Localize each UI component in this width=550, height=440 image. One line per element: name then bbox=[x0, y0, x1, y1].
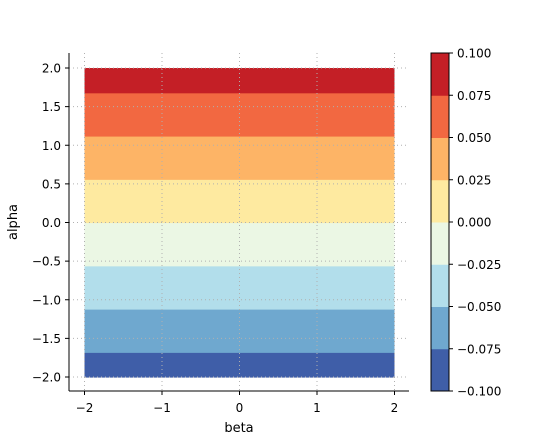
y-axis-ticks: 2.0 1.5 1.0 0.5 0.0 −0.5 −1.0 −1.5 −2.0 bbox=[32, 62, 69, 385]
colorbar-tick-label-5: 0.025 bbox=[457, 173, 491, 187]
colorbar-segment-2 bbox=[431, 264, 449, 307]
y-tick-label-2: 1.0 bbox=[42, 139, 61, 153]
colorbar: −0.100 −0.075 −0.050 −0.025 0.000 0.025 0.050 0… bbox=[430, 47, 501, 399]
y-axis-label: alpha bbox=[6, 204, 21, 240]
x-tick-label-2: 0 bbox=[236, 401, 244, 415]
contour-bands bbox=[84, 68, 395, 378]
colorbar-segment-4 bbox=[431, 179, 449, 223]
contour-band-1 bbox=[84, 309, 395, 353]
y-tick-label-5: −0.5 bbox=[32, 255, 61, 269]
colorbar-tick-label-7: 0.075 bbox=[457, 89, 491, 103]
colorbar-tick-label-1: −0.075 bbox=[457, 342, 501, 356]
x-axis-ticks: −2 −1 0 1 2 bbox=[76, 391, 399, 415]
colorbar-segment-1 bbox=[431, 306, 449, 350]
colorbar-segment-6 bbox=[431, 95, 449, 138]
colorbar-tick-label-6: 0.050 bbox=[457, 131, 491, 145]
colorbar-segment-5 bbox=[431, 137, 449, 181]
y-tick-label-8: −2.0 bbox=[32, 371, 61, 385]
colorbar-tick-label-4: 0.000 bbox=[457, 216, 491, 230]
contour-band-2 bbox=[84, 265, 395, 310]
x-tick-label-0: −2 bbox=[76, 401, 94, 415]
contour-band-6 bbox=[84, 92, 395, 137]
y-tick-label-3: 0.5 bbox=[42, 177, 61, 191]
colorbar-tick-label-2: −0.050 bbox=[457, 300, 501, 314]
y-tick-label-0: 2.0 bbox=[42, 62, 61, 76]
y-tick-label-6: −1.0 bbox=[32, 293, 61, 307]
grid-lines bbox=[69, 53, 409, 391]
y-tick-label-1: 1.5 bbox=[42, 100, 61, 114]
colorbar-tick-label-0: −0.100 bbox=[457, 385, 501, 399]
x-axis-label: beta bbox=[224, 421, 253, 436]
y-tick-label-7: −1.5 bbox=[32, 332, 61, 346]
colorbar-segment-3 bbox=[431, 222, 449, 265]
y-tick-label-4: 0.0 bbox=[42, 216, 61, 230]
colorbar-tick-label-8: 0.100 bbox=[457, 47, 491, 61]
colorbar-segment-7 bbox=[431, 53, 449, 96]
colorbar-tick-label-3: −0.025 bbox=[457, 258, 501, 272]
colorbar-segment-0 bbox=[431, 348, 449, 392]
x-tick-label-1: −1 bbox=[153, 401, 171, 415]
x-tick-label-4: 2 bbox=[391, 401, 399, 415]
x-tick-label-3: 1 bbox=[313, 401, 321, 415]
